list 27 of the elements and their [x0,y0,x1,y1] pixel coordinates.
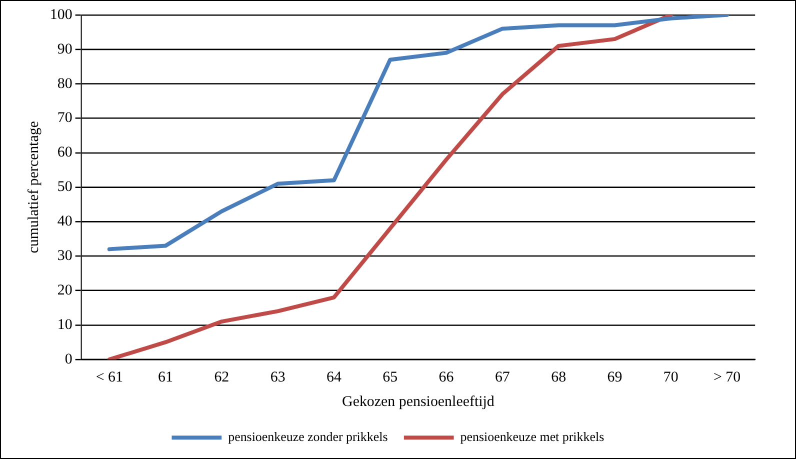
y-tick-label: 70 [57,110,72,126]
x-tick-label: > 70 [713,369,741,386]
y-tick-label: 20 [57,282,72,298]
x-tick-label: < 61 [96,369,123,386]
y-tick-label: 10 [57,316,72,333]
y-tick-label: 50 [57,179,72,196]
legend-label: pensioenkeuze zonder prikkels [228,429,388,444]
y-tick-label: 100 [50,6,72,23]
x-tick-label: 69 [607,369,622,386]
y-tick-label: 30 [57,248,72,264]
y-tick-label: 0 [64,351,72,368]
x-tick-label: 63 [270,369,286,386]
x-tick-label: 64 [326,369,342,386]
y-tick-label: 80 [57,76,72,92]
x-axis-title: Gekozen pensioenleeftijd [342,394,495,410]
y-tick-label: 60 [57,144,72,161]
x-tick-label: 62 [214,369,230,386]
y-tick-label: 40 [57,214,72,230]
x-tick-label: 68 [551,369,566,386]
legend-label: pensioenkeuze met prikkels [460,429,604,444]
y-axis-title: cumulatief percentage [26,120,42,254]
x-tick-label: 65 [382,369,398,386]
x-tick-label: 61 [158,369,173,386]
x-tick-label: 67 [494,369,510,386]
x-tick-label: 70 [663,369,678,386]
x-tick-label: 66 [438,369,454,386]
y-tick-label: 90 [57,41,72,58]
